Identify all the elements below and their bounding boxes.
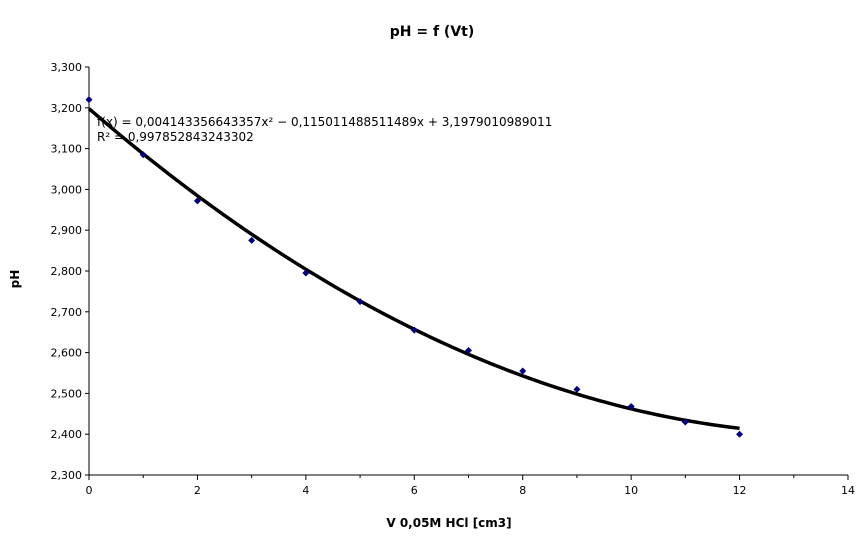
y-tick-label: 2,500 (51, 387, 83, 400)
trendline-path (87, 107, 740, 431)
x-tick-label: 14 (841, 484, 855, 497)
y-tick-label: 2,900 (51, 224, 83, 237)
x-axis-label: V 0,05M HCl [cm3] (386, 516, 511, 530)
x-tick-label: 10 (624, 484, 638, 497)
x-tick-label: 0 (86, 484, 93, 497)
x-tick-label: 6 (411, 484, 418, 497)
y-tick-label: 2,400 (51, 428, 83, 441)
data-point (248, 236, 256, 244)
trendline-r-squared: R² = 0,997852843243302 (97, 130, 254, 144)
data-point (139, 151, 147, 159)
trendline (87, 107, 740, 431)
data-points (85, 96, 744, 438)
y-tick-label: 2,300 (51, 469, 83, 482)
data-point (681, 418, 689, 426)
x-tick-label: 12 (733, 484, 747, 497)
x-tick-label: 8 (519, 484, 526, 497)
y-tick-label: 3,300 (51, 61, 83, 74)
chart-title: pH = f (Vt) (390, 24, 475, 40)
data-point (465, 347, 472, 355)
data-point (302, 269, 310, 277)
x-tick-label: 2 (194, 484, 201, 497)
y-tick-label: 3,000 (51, 183, 83, 196)
data-point (410, 326, 418, 334)
data-point (736, 430, 744, 438)
data-point (356, 298, 364, 306)
y-tick-label: 2,600 (51, 347, 83, 360)
y-axis-label: pH (8, 270, 22, 289)
axes: 2,300 2,400 2,500 2,600 2,700 2,800 2,900 3,000… (51, 61, 856, 497)
data-point (519, 367, 527, 375)
y-tick-label: 3,100 (51, 143, 83, 156)
data-point (627, 402, 635, 410)
trendline-equation: f(x) = 0,004143356643357x² − 0,115011488… (97, 115, 552, 129)
y-tick-label: 3,200 (51, 102, 83, 115)
y-tick-label: 2,800 (51, 265, 83, 278)
data-point (193, 197, 201, 205)
x-tick-label: 4 (302, 484, 309, 497)
data-point (85, 96, 93, 104)
y-tick-label: 2,700 (51, 306, 83, 319)
data-point (573, 385, 581, 393)
